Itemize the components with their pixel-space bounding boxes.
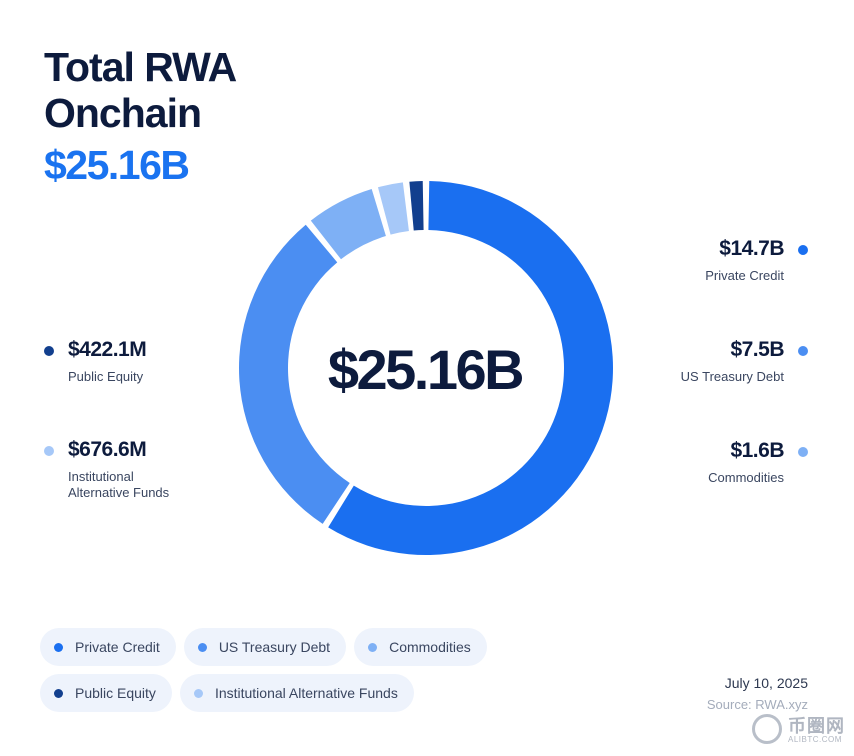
legend-item-private-credit: Private Credit (40, 628, 176, 666)
institutional-funds-dot (44, 446, 54, 456)
legend-label: US Treasury Debt (218, 639, 331, 655)
public-equity-dot (44, 346, 54, 356)
watermark-url: ALIBTC.COM (788, 735, 842, 744)
legend-label: Public Equity (75, 685, 156, 701)
callout-commodities: $1.6B Commodities (564, 438, 808, 486)
callout-label: US Treasury Debt (680, 369, 784, 384)
watermark-logo-icon (752, 714, 782, 744)
us-treasury-dot (798, 346, 808, 356)
private-credit-dot (798, 245, 808, 255)
callout-private-credit: $14.7B Private Credit (564, 236, 808, 284)
legend-item-us-treasury: US Treasury Debt (183, 628, 347, 666)
legend-label: Private Credit (75, 639, 160, 655)
legend-row: Private Credit US Treasury Debt Commodit… (40, 628, 600, 666)
legend-dot (54, 688, 63, 698)
callout-label-line-1: Institutional (68, 469, 134, 484)
donut-slice-us-treasury-debt (238, 224, 350, 524)
legend-dot (197, 642, 207, 652)
callout-value: $676.6M (68, 438, 147, 461)
commodities-dot (798, 447, 808, 457)
legend-dot (54, 642, 63, 652)
callout-label: Commodities (708, 470, 784, 485)
source-note: Source: RWA.xyz (706, 697, 808, 712)
callout-institutional-funds: $676.6M Institutional Alternative Funds (44, 437, 268, 501)
total-value: $25.16B (44, 142, 190, 188)
report-date: July 10, 2025 (724, 675, 808, 691)
callout-label-line-2: Alternative Funds (68, 485, 170, 500)
callout-value: $422.1M (68, 338, 147, 361)
legend-item-institutional-funds: Institutional Alternative Funds (179, 674, 414, 712)
callout-label: Private Credit (705, 268, 784, 283)
donut-center-label: $25.16B (327, 338, 525, 401)
legend-row: Public Equity Institutional Alternative … (40, 674, 600, 712)
donut-slice-institutional-alternative-funds (377, 182, 409, 235)
legend-item-commodities: Commodities (354, 628, 487, 666)
callout-value: $14.7B (719, 237, 784, 260)
callout-public-equity: $422.1M Public Equity (44, 337, 268, 385)
legend: Private Credit US Treasury Debt Commodit… (40, 628, 600, 720)
donut-slice-private-credit (328, 181, 614, 555)
legend-item-public-equity: Public Equity (40, 674, 172, 712)
chart-title: Total RWA Onchain (44, 44, 237, 136)
watermark: 币圈网 ALIBTC.COM (752, 706, 848, 750)
legend-dot (368, 642, 378, 652)
title-line-2: Onchain (44, 90, 202, 136)
callout-value: $1.6B (730, 439, 784, 462)
callout-label: Public Equity (68, 369, 144, 384)
legend-label: Institutional Alternative Funds (214, 685, 398, 701)
callout-us-treasury: $7.5B US Treasury Debt (564, 337, 808, 385)
donut-slice-commodities (310, 189, 386, 260)
legend-dot (193, 688, 203, 698)
title-line-1: Total RWA (44, 44, 237, 90)
callout-value: $7.5B (730, 338, 784, 361)
legend-label: Commodities (389, 639, 471, 655)
watermark-text: 币圈网 (788, 716, 845, 736)
donut-slice-public-equity (409, 181, 424, 231)
callout-label: Institutional Alternative Funds (68, 469, 268, 501)
